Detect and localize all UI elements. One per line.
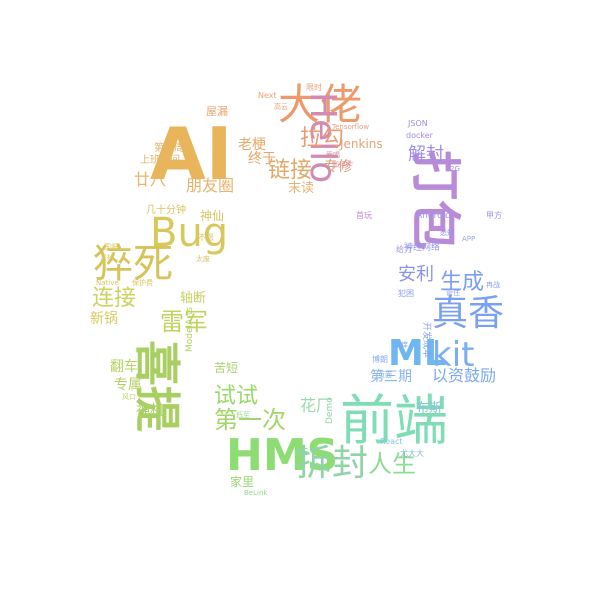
word-shenjingwangluo: 神经网络 xyxy=(404,243,441,253)
word-modelarts: ModelArts xyxy=(185,306,195,352)
word-docker: docker xyxy=(406,131,433,140)
word-rensheng: 人生 xyxy=(368,450,416,478)
word-fanche: 翻车 xyxy=(110,359,138,375)
word-fankun: 犯困 xyxy=(398,289,414,298)
word-es: ES xyxy=(296,447,309,458)
word-zhongyu: 终于 xyxy=(248,151,276,167)
word-qianduan: 前端 xyxy=(340,389,448,452)
word-zhouduan: 轴断 xyxy=(180,291,207,306)
word-gunlun: 滚轮 xyxy=(100,254,114,262)
word-aichang: 爱唱 xyxy=(326,151,340,159)
word-shenxian: 神仙 xyxy=(200,209,225,223)
word-lagou: 拉勾 xyxy=(300,126,345,151)
word-bug: Bug xyxy=(150,210,229,256)
word-native: Native xyxy=(96,279,119,287)
word-baohufei: 保护费 xyxy=(132,279,153,287)
word-huachang: 花厂 xyxy=(300,396,333,415)
word-dalao: 大佬 xyxy=(278,80,363,129)
word-geili: 给力 xyxy=(396,245,412,254)
word-youdada: 尤大大 xyxy=(400,449,424,458)
word-weidu: 末读 xyxy=(288,181,315,196)
word-gaoyun: 高云 xyxy=(274,103,288,111)
word-kit: kit xyxy=(432,335,475,375)
word-yizigulli: 以资鼓励 xyxy=(432,366,497,385)
word-ml: ML xyxy=(388,333,447,374)
word-leijun: 雷军 xyxy=(160,308,208,336)
word-guanzhu: 管住 xyxy=(446,289,460,297)
word-kuduan: 苦短 xyxy=(214,361,239,375)
word-ai: AI xyxy=(150,112,233,196)
word-zhuanxiu: 专修 xyxy=(324,159,352,175)
word-hms: HMS xyxy=(226,430,339,481)
word-xizhi: 悉知 xyxy=(440,229,454,237)
word-buzhang: 不涨 xyxy=(198,233,214,242)
word-app: APP xyxy=(462,235,476,243)
word-busi: 布斯 xyxy=(416,401,443,416)
word-fengkou: 风口 xyxy=(122,393,136,401)
word-shishi: 试试 xyxy=(214,384,259,409)
word-shenji: 神机 xyxy=(136,403,164,419)
word-next: Next xyxy=(258,91,277,100)
word-bolang: 博朗 xyxy=(372,355,388,364)
word-android: Android xyxy=(416,211,451,221)
word-jishifenzhong: 几十分钟 xyxy=(146,205,186,216)
word-xinguo: 新锅 xyxy=(90,311,118,327)
word-tensorflow: Tensorflow xyxy=(332,123,370,131)
word-zhenxiang: 真香 xyxy=(432,293,505,334)
word-shouyang: 手痒 xyxy=(394,341,408,349)
word-zhuanshu: 专属 xyxy=(114,377,142,393)
word-lianjie-top: 链接 xyxy=(268,158,313,183)
word-2g: 2G xyxy=(450,165,460,173)
word-jiafang: 甲方 xyxy=(486,211,502,220)
word-laogeng: 老梗 xyxy=(238,137,266,153)
word-chaifeng: 拆封 xyxy=(296,443,369,484)
word-dizhi: 低至 xyxy=(236,411,250,419)
word-taifei: 太废 xyxy=(196,255,210,263)
word-disanqi: 第三期 xyxy=(370,369,412,385)
word-shouwan: 首玩 xyxy=(356,211,372,220)
word-lianjie-left: 连接 xyxy=(92,286,137,311)
word-wulou: 屋漏 xyxy=(206,105,228,118)
word-yemian: 页面 xyxy=(378,371,392,379)
word-guofu: 国服 xyxy=(104,243,118,251)
word-react: React xyxy=(380,437,403,446)
word-diyizhou: 第一周 xyxy=(154,143,184,154)
word-cusi: 猝死 xyxy=(93,241,173,287)
word-demo: Demo xyxy=(325,397,335,424)
word-kaifachengben: 开发成本 xyxy=(421,322,431,359)
word-shengcheng: 生成 xyxy=(440,270,485,295)
word-anli: 安利 xyxy=(398,264,434,285)
word-json: JSON xyxy=(408,119,428,128)
word-jiefeng: 解封 xyxy=(408,144,444,165)
word-diyici: 第一次 xyxy=(214,406,286,434)
word-jiali: 家里 xyxy=(230,475,255,489)
word-belink: BeLink xyxy=(244,489,268,497)
word-nianba: 廿八 xyxy=(134,170,167,189)
word-zhifuyu: 知浮宇 xyxy=(332,161,353,169)
word-pengyouquan: 朋友圈 xyxy=(186,176,235,195)
word-xianshi: 限时 xyxy=(306,83,322,92)
word-shangbanshijian: 上班时间 xyxy=(140,155,180,166)
word-jenkins: Jenkins xyxy=(340,137,383,151)
word-ranzhan: 冉战 xyxy=(486,281,500,289)
